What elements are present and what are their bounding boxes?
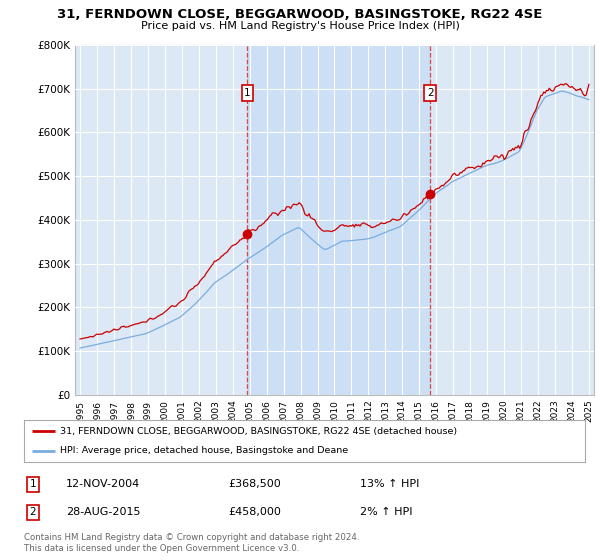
- Text: 2% ↑ HPI: 2% ↑ HPI: [360, 507, 413, 517]
- Text: 1: 1: [244, 88, 251, 98]
- Text: Contains HM Land Registry data © Crown copyright and database right 2024.
This d: Contains HM Land Registry data © Crown c…: [24, 533, 359, 553]
- Text: 31, FERNDOWN CLOSE, BEGGARWOOD, BASINGSTOKE, RG22 4SE (detached house): 31, FERNDOWN CLOSE, BEGGARWOOD, BASINGST…: [61, 427, 458, 436]
- Text: 28-AUG-2015: 28-AUG-2015: [66, 507, 140, 517]
- Text: £458,000: £458,000: [228, 507, 281, 517]
- Text: 31, FERNDOWN CLOSE, BEGGARWOOD, BASINGSTOKE, RG22 4SE: 31, FERNDOWN CLOSE, BEGGARWOOD, BASINGST…: [58, 8, 542, 21]
- Text: 1: 1: [29, 479, 37, 489]
- Text: HPI: Average price, detached house, Basingstoke and Deane: HPI: Average price, detached house, Basi…: [61, 446, 349, 455]
- Text: Price paid vs. HM Land Registry's House Price Index (HPI): Price paid vs. HM Land Registry's House …: [140, 21, 460, 31]
- Text: 2: 2: [29, 507, 37, 517]
- Text: 12-NOV-2004: 12-NOV-2004: [66, 479, 140, 489]
- Bar: [247, 45, 430, 395]
- Text: £368,500: £368,500: [228, 479, 281, 489]
- Text: 2: 2: [427, 88, 434, 98]
- Text: 13% ↑ HPI: 13% ↑ HPI: [360, 479, 419, 489]
